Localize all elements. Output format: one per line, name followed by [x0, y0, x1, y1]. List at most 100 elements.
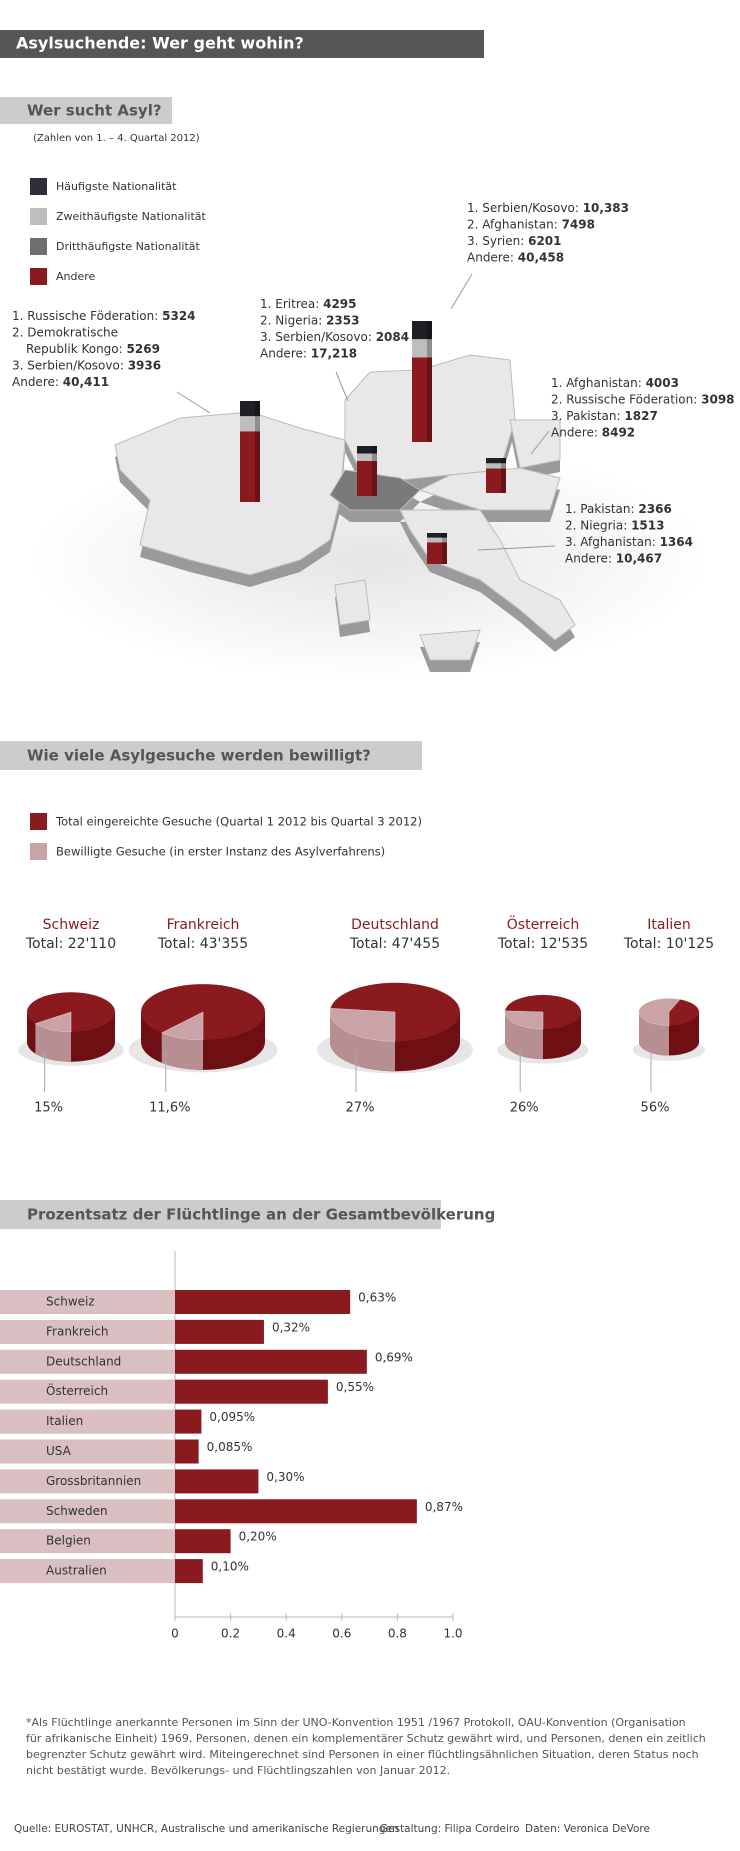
label-text: 2. Nigeria:: [260, 313, 322, 327]
legend-swatch: [30, 178, 47, 195]
label-text: 3. Afghanistan:: [565, 535, 656, 549]
map-label: 3. Pakistan: 1827: [551, 409, 658, 423]
value-label: 0,095%: [209, 1410, 255, 1424]
label-value: 4295: [323, 297, 356, 311]
column-shade: [442, 533, 447, 564]
label-text: 1. Serbien/Kosovo:: [467, 201, 579, 215]
legend-swatch: [30, 268, 47, 285]
column-gray: [427, 537, 447, 543]
y-tick-label: Belgien: [46, 1534, 91, 1548]
bar: [175, 1469, 259, 1494]
label-text: 3. Pakistan:: [551, 409, 621, 423]
legend-label: Total eingereichte Gesuche (Quartal 1 20…: [55, 815, 422, 829]
bar: [175, 1319, 264, 1344]
pie-value-label: 15%: [34, 1101, 63, 1116]
page-title: Asylsuchende: Wer geht wohin?: [16, 34, 304, 53]
leader-line: [335, 371, 349, 402]
value-label: 0,69%: [375, 1350, 413, 1364]
footnote: nicht bestätigt wurde. Bevölkerungs- und…: [26, 1764, 450, 1777]
map-label: 2. Niegria: 1513: [565, 518, 664, 532]
label-text: Andere:: [565, 551, 612, 565]
pie-total: Total: 22'110: [25, 936, 116, 952]
column-top: [486, 458, 506, 464]
pie-value-label: 26%: [510, 1101, 539, 1116]
pie-value-label: 27%: [346, 1101, 375, 1116]
column-gray: [412, 339, 432, 358]
column-shade: [255, 401, 260, 502]
pie-slice: [638, 998, 681, 1026]
x-tick-label: 0.6: [332, 1627, 351, 1641]
row-label-bg: [0, 1559, 175, 1584]
leader-lines: [176, 273, 556, 551]
legend-label: Zweithäufigste Nationalität: [56, 210, 207, 223]
map-label: 1. Pakistan: 2366: [565, 502, 672, 516]
label-text: Republik Kongo:: [26, 342, 123, 356]
pie-slice: [329, 1008, 396, 1042]
row-label-bg: [0, 1439, 175, 1464]
credit: Daten: Veronica DeVore: [525, 1823, 650, 1835]
pie-total: Total: 43'355: [157, 936, 248, 952]
label-value: 8492: [602, 425, 635, 439]
value-label: 0,20%: [239, 1530, 277, 1544]
legend-swatch: [30, 843, 47, 860]
map-label: 3. Serbien/Kosovo: 3936: [12, 358, 161, 372]
y-tick-label: Österreich: [46, 1382, 108, 1398]
value-label: 0,55%: [336, 1380, 374, 1394]
section-title: Wie viele Asylgesuche werden bewilligt?: [27, 747, 371, 765]
row-label-bg: [0, 1499, 175, 1524]
credit: Quelle: EUROSTAT, UNHCR, Australische un…: [14, 1823, 399, 1835]
pie-slice-side: [505, 1012, 543, 1060]
column-gray: [486, 463, 506, 469]
label-value: 2353: [326, 313, 359, 327]
section-bar: [0, 741, 422, 770]
label-text: 2. Niegria:: [565, 518, 627, 532]
label-text: 3. Serbien/Kosovo:: [12, 358, 124, 372]
label-value: 3098: [701, 392, 734, 406]
label-text: 2. Afghanistan:: [467, 217, 558, 231]
section-title: Prozentsatz der Flüchtlinge an der Gesam…: [27, 1206, 495, 1224]
value-label: 0,085%: [207, 1440, 253, 1454]
column-shade: [501, 458, 506, 493]
map-label: Andere: 8492: [551, 425, 635, 439]
row-label-bg: [0, 1349, 175, 1374]
subtitle: (Zahlen von 1. – 4. Quartal 2012): [33, 133, 200, 144]
x-tick-label: 1.0: [443, 1627, 462, 1641]
label-value: 5269: [127, 342, 160, 356]
leader-line: [530, 430, 550, 455]
column-top: [240, 401, 260, 417]
legend-swatch: [30, 238, 47, 255]
column-top: [427, 533, 447, 538]
map-label: 3. Serbien/Kosovo: 2084: [260, 330, 409, 344]
label-value: 3936: [128, 358, 161, 372]
credit: Gestaltung: Filipa Cordeiro: [380, 1823, 519, 1835]
value-label: 0,30%: [266, 1470, 304, 1484]
label-text: 1. Pakistan:: [565, 502, 635, 516]
pie-slice-side: [330, 1012, 395, 1072]
label-text: 3. Syrien:: [467, 234, 524, 248]
label-value: 40,458: [518, 250, 564, 264]
column-red: [427, 542, 447, 564]
map-label: Andere: 17,218: [260, 346, 357, 360]
bar: [175, 1559, 203, 1584]
label-text: Andere:: [467, 250, 514, 264]
pie-name: Österreich: [507, 915, 579, 933]
column-top: [412, 321, 432, 340]
footnote: *Als Flüchtlinge anerkannte Personen im …: [26, 1716, 686, 1729]
title-bar: [0, 30, 484, 58]
pie-slice: [161, 1011, 204, 1041]
pie-slice: [504, 1010, 544, 1030]
map-label: Andere: 40,458: [467, 250, 564, 264]
pie-name: Schweiz: [43, 917, 100, 933]
section-bar: [0, 1200, 441, 1229]
pie-total: Total: 10'125: [623, 936, 714, 952]
label-value: 5324: [162, 309, 195, 323]
map: [30, 321, 710, 680]
x-tick-label: 0.2: [221, 1627, 240, 1641]
pie-slice-side: [161, 1032, 203, 1070]
leader-line: [477, 545, 556, 551]
column-red: [240, 431, 260, 502]
map-label: Republik Kongo: 5269: [26, 342, 160, 356]
map-label: 1. Afghanistan: 4003: [551, 376, 679, 390]
pie-total: Total: 12'535: [497, 936, 588, 952]
